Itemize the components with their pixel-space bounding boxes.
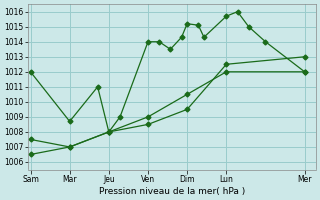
X-axis label: Pression niveau de la mer( hPa ): Pression niveau de la mer( hPa ) [99, 187, 245, 196]
